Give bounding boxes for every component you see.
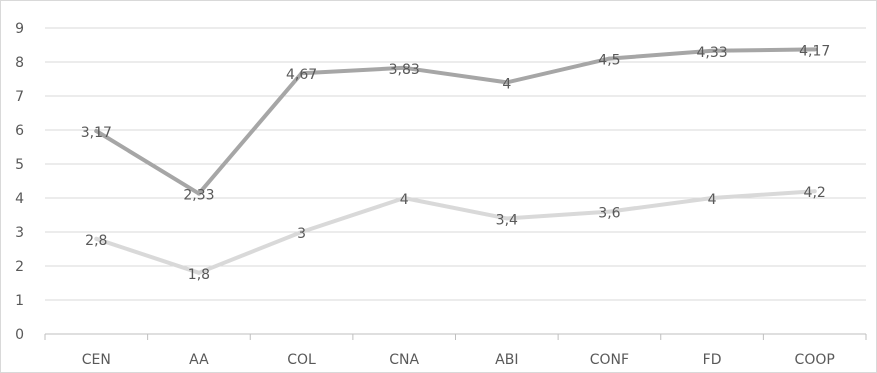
- x-tick-label: COOP: [795, 352, 835, 368]
- data-point: [94, 129, 99, 134]
- data-label: 4,17: [799, 43, 830, 59]
- y-tick-label: 0: [15, 327, 24, 343]
- data-label: 2,33: [183, 188, 214, 204]
- data-label: 4: [502, 76, 511, 92]
- data-label: 3,17: [81, 125, 112, 141]
- series-line-1: [94, 47, 817, 196]
- data-point: [196, 270, 201, 275]
- x-tick-label: AA: [189, 352, 209, 368]
- data-label: 4,33: [696, 45, 727, 61]
- data-point: [504, 216, 509, 221]
- data-label: 3,4: [496, 212, 518, 228]
- data-label: 4: [708, 192, 717, 208]
- data-label: 2,8: [85, 233, 107, 249]
- data-point: [94, 236, 99, 241]
- data-point: [504, 80, 509, 85]
- data-point: [710, 196, 715, 200]
- x-tick-label: ABI: [495, 352, 518, 368]
- data-point: [812, 189, 817, 194]
- x-tick-label: CNA: [389, 352, 419, 368]
- x-tick-label: FD: [703, 352, 722, 368]
- y-tick-label: 6: [15, 123, 24, 139]
- data-labels: 3,17 2,33 4,67 3,83 4 4,5 4,33 4,17 2,8 1,8 3 4 3,4 3…: [81, 43, 831, 282]
- y-tick-label: 3: [15, 225, 24, 241]
- data-label: 1,8: [188, 267, 210, 283]
- x-tick-label: CONF: [590, 352, 629, 368]
- data-point: [299, 71, 304, 76]
- data-label: 4,5: [598, 53, 620, 69]
- data-label: 3: [297, 226, 306, 242]
- data-point: [402, 65, 407, 70]
- data-label: 3,83: [389, 62, 420, 78]
- y-tick-label: 1: [15, 293, 24, 309]
- y-tick-label: 7: [15, 89, 24, 105]
- series-lines: [94, 47, 817, 275]
- y-tick-label: 8: [15, 55, 24, 71]
- y-tick-label: 2: [15, 259, 24, 275]
- y-tick-label: 4: [15, 191, 24, 207]
- data-label: 4: [400, 192, 409, 208]
- x-tick-label: COL: [287, 352, 316, 368]
- data-label: 3,6: [598, 206, 620, 222]
- data-label: 4,67: [286, 67, 317, 83]
- data-point: [710, 48, 715, 53]
- data-point: [299, 230, 304, 234]
- y-tick-label: 9: [15, 21, 24, 37]
- data-point: [196, 191, 201, 196]
- data-point: [812, 47, 817, 52]
- data-label: 4,2: [804, 185, 826, 201]
- data-point: [607, 209, 612, 214]
- data-point: [402, 196, 407, 200]
- y-tick-label: 5: [15, 157, 24, 173]
- series-line-2: [94, 189, 817, 275]
- data-point: [607, 56, 612, 61]
- x-tick-label: CEN: [82, 352, 111, 368]
